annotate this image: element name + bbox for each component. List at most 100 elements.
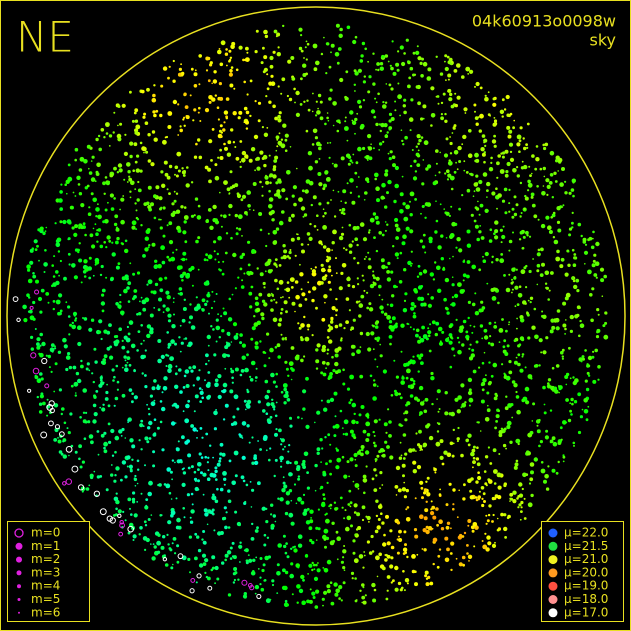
star [558,391,560,394]
star [502,151,506,155]
star [535,145,539,148]
star [491,191,496,196]
star [557,385,560,387]
star [542,385,546,390]
star [508,321,511,324]
star [174,384,179,389]
star [503,372,506,375]
star [516,497,519,500]
star [385,514,389,519]
star [273,240,278,245]
star [537,218,540,221]
star [434,471,437,474]
star [561,167,565,171]
star [271,583,275,587]
star [264,394,270,400]
star [332,189,335,192]
star [318,240,323,245]
star [435,200,437,202]
star [240,198,244,202]
star [361,41,366,46]
star [360,452,364,457]
star [197,204,201,208]
star [90,177,96,182]
star [221,561,225,565]
star [427,526,433,531]
star [437,410,440,413]
star [178,265,183,270]
star [385,83,388,85]
star [167,543,170,546]
star [401,463,406,468]
star [90,318,95,322]
star [513,339,517,342]
star [437,554,441,558]
star [387,261,391,265]
star [418,385,424,391]
star [272,104,276,109]
star [284,336,287,340]
star [419,449,422,452]
star [375,220,380,225]
star [349,501,353,505]
star [235,227,239,230]
star [460,383,465,388]
star [379,354,383,358]
star [89,233,94,238]
star [227,593,232,597]
star [172,99,178,105]
star [221,329,225,333]
star-field [12,23,609,609]
star [394,217,399,223]
star [325,518,330,524]
star [402,234,407,239]
star [214,499,219,504]
star [584,379,588,383]
bright-star [247,583,253,588]
star [328,156,331,159]
star [278,264,282,267]
star [360,445,365,449]
star [451,302,456,307]
star [284,133,289,138]
star [26,264,31,270]
star [241,157,246,163]
star [508,360,512,364]
star [262,46,265,50]
star [380,512,383,515]
star [174,173,176,176]
star [481,540,484,542]
star [103,136,106,139]
star [562,204,565,207]
star [139,300,141,303]
star [370,331,375,336]
star [241,455,246,460]
star [114,396,119,401]
star [599,267,605,272]
star [230,341,233,343]
star [445,137,449,141]
star [267,232,270,235]
star [389,150,393,154]
star [293,483,297,486]
star [401,487,407,492]
star [106,123,108,126]
star [290,521,295,526]
star [242,58,245,62]
star [214,466,217,469]
star [508,370,513,375]
star [368,302,372,306]
star [372,281,375,284]
star [217,313,220,316]
star [283,249,288,254]
star [487,404,489,407]
star [151,242,156,247]
star [468,129,472,133]
star [409,191,415,197]
star [134,119,139,123]
star [219,457,222,460]
star [209,225,214,230]
star [278,111,282,115]
star [484,94,487,97]
